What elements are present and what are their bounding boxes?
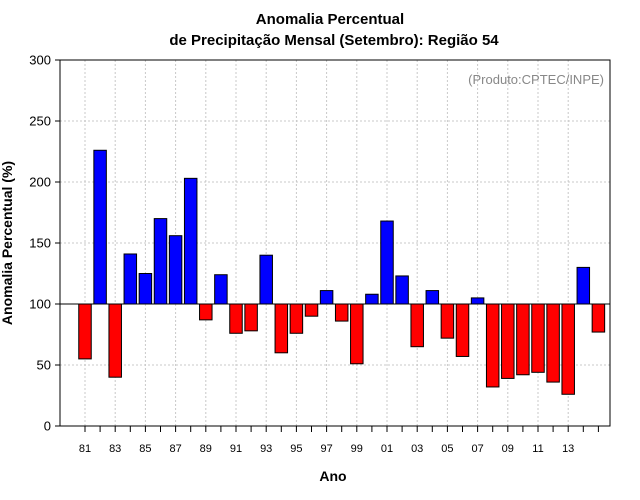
bar [485,303,500,388]
bar [244,303,258,332]
y-axis-label: Anomalia Percentual (%) [0,161,15,325]
bar [470,297,485,305]
x-tick-label: 97 [320,443,332,455]
bar [259,254,273,305]
bar [93,149,107,305]
bar [199,303,213,321]
product-annotation: (Produto:CPTEC/INPE) [468,72,604,87]
x-tick-label: 91 [230,443,242,455]
bar [319,290,334,305]
x-axis: 81 83 85 87 89 91 93 95 97 99 01 03 05 07 09 11 13 [79,426,599,455]
bar [501,303,515,379]
y-tick-label: 250 [29,114,51,129]
bar [123,253,138,305]
x-tick-label: 09 [502,443,514,455]
bar [78,303,92,360]
x-tick-label: 85 [139,443,151,455]
x-tick-label: 87 [169,443,181,455]
x-tick-label: 81 [79,443,91,455]
bar [440,303,455,339]
bar [289,303,304,334]
bar [455,303,470,357]
bars [60,149,610,395]
y-tick-label: 150 [29,236,51,251]
bar [576,266,591,305]
bar [138,273,153,305]
y-tick-label: 0 [44,419,51,434]
bar [425,290,440,305]
bar [410,303,424,348]
x-tick-label: 05 [441,443,453,455]
x-tick-label: 01 [381,443,393,455]
x-tick-label: 07 [471,443,483,455]
bar [304,303,319,317]
chart-title-line2: de Precipitação Mensal (Setembro): Regiã… [169,32,499,49]
bar [395,275,409,305]
bar [168,235,183,305]
y-axis: 0 50 100 150 200 250 300 [29,53,60,434]
bar [274,303,289,354]
x-tick-label: 13 [562,443,574,455]
y-tick-label: 300 [29,53,51,68]
bar [334,303,349,322]
x-axis-label: Ano [319,468,346,484]
y-tick-label: 200 [29,175,51,190]
bar [350,303,364,365]
y-tick-label: 50 [37,358,51,373]
bar [214,274,228,305]
bar [365,293,379,305]
x-tick-label: 89 [200,443,212,455]
y-tick-label: 100 [29,297,51,312]
plot-frame [59,59,611,427]
bar [516,303,530,376]
x-tick-label: 83 [109,443,121,455]
bar [531,303,545,373]
bar [153,218,168,305]
bar [546,303,560,383]
x-tick-label: 95 [290,443,302,455]
bar [183,177,198,305]
bar [229,303,243,334]
x-tick-label: 93 [260,443,272,455]
bar [380,220,394,305]
bar [108,303,122,378]
x-tick-label: 03 [411,443,423,455]
bar [561,303,575,395]
chart-title-line1: Anomalia Percentual [256,11,404,28]
x-tick-label: 11 [532,443,543,455]
bar [591,303,606,333]
x-tick-label: 99 [351,443,363,455]
